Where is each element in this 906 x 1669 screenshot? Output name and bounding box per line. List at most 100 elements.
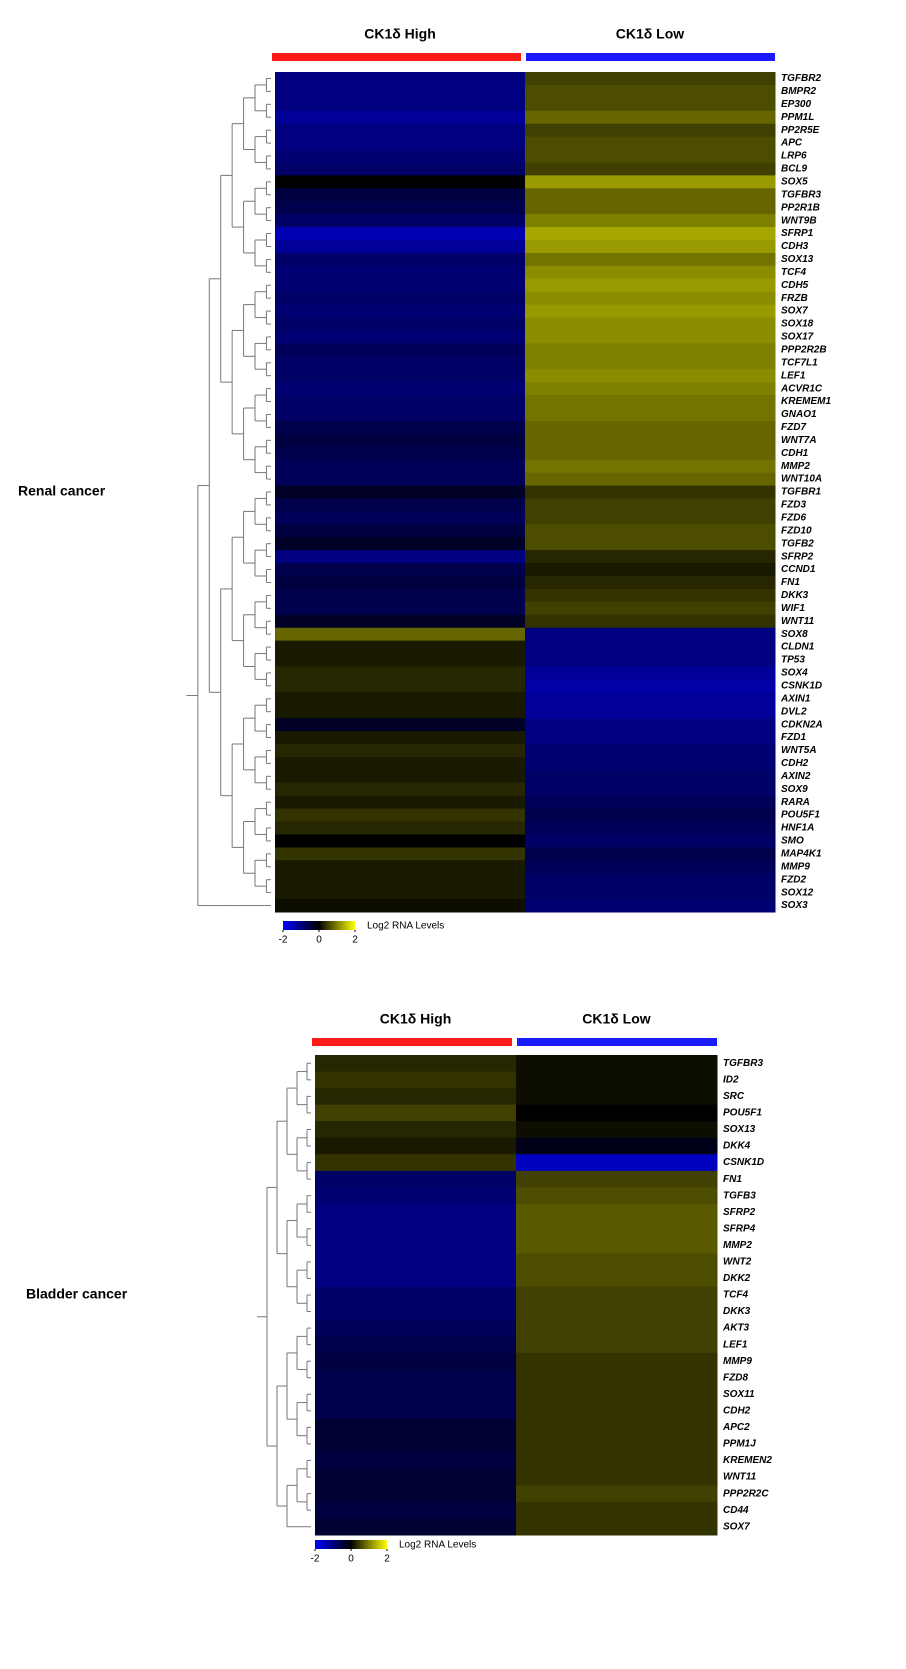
heatmap-cell bbox=[315, 1319, 517, 1337]
heatmap-cell bbox=[315, 1270, 517, 1288]
gene-label: WNT9B bbox=[781, 215, 817, 226]
colorbar-tick-label: 2 bbox=[352, 935, 358, 946]
heatmap-cell bbox=[275, 679, 526, 693]
heatmap-cell bbox=[275, 201, 526, 215]
heatmap-cell bbox=[275, 498, 526, 512]
heatmap-cell bbox=[275, 227, 526, 241]
heatmap-cell bbox=[525, 343, 776, 357]
heatmap-cell bbox=[275, 485, 526, 499]
gene-label: SOX12 bbox=[781, 887, 814, 898]
gene-label: TCF7L1 bbox=[781, 357, 818, 368]
heatmap-cell bbox=[525, 886, 776, 900]
heatmap-cell bbox=[516, 1402, 718, 1420]
heatmap-cell bbox=[525, 162, 776, 176]
heatmap-cell bbox=[516, 1220, 718, 1238]
gene-label: CDH5 bbox=[781, 280, 809, 291]
heatmap-cell bbox=[516, 1253, 718, 1271]
gene-label: ID2 bbox=[723, 1074, 739, 1085]
heatmap-cell bbox=[275, 576, 526, 590]
heatmap-cell bbox=[525, 472, 776, 487]
heatmap-cell bbox=[525, 653, 776, 667]
heatmap-cell bbox=[275, 821, 526, 835]
row-title: Bladder cancer bbox=[26, 1286, 128, 1302]
heatmap-cell bbox=[525, 563, 776, 577]
heatmap-cell bbox=[315, 1402, 517, 1420]
heatmap-cell bbox=[525, 330, 776, 344]
heatmap-cell bbox=[275, 614, 526, 629]
heatmap-cell bbox=[275, 588, 526, 603]
heatmap-cell bbox=[275, 601, 526, 616]
gene-label: SOX9 bbox=[781, 784, 808, 795]
gene-label: EP300 bbox=[781, 99, 811, 110]
gene-label: DKK3 bbox=[723, 1306, 751, 1317]
heatmap-cell bbox=[516, 1121, 718, 1139]
gene-label: MAP4K1 bbox=[781, 848, 822, 859]
heatmap-cell bbox=[275, 873, 526, 887]
heatmap-cell bbox=[525, 731, 776, 745]
heatmap-cell bbox=[525, 782, 776, 797]
heatmap-cell bbox=[315, 1501, 517, 1519]
gene-label: SOX7 bbox=[781, 306, 808, 317]
heatmap-cell bbox=[275, 563, 526, 577]
gene-label: HNF1A bbox=[781, 823, 814, 834]
colorbar-label: Log2 RNA Levels bbox=[367, 921, 444, 932]
heatmap-cell bbox=[315, 1303, 517, 1321]
gene-label: CCND1 bbox=[781, 564, 816, 575]
gene-label: LEF1 bbox=[723, 1339, 748, 1350]
heatmap-cell bbox=[275, 252, 526, 267]
heatmap-cell bbox=[275, 511, 526, 525]
heatmap-cell bbox=[275, 214, 526, 228]
heatmap-cell bbox=[525, 420, 776, 435]
gene-label: TGFBR2 bbox=[781, 73, 821, 84]
gene-label: CD44 bbox=[723, 1505, 749, 1516]
gene-label: FZD2 bbox=[781, 874, 806, 885]
heatmap-cell bbox=[275, 834, 526, 848]
heatmap-cell bbox=[525, 588, 776, 603]
heatmap-cell bbox=[315, 1104, 517, 1122]
gene-label: FN1 bbox=[781, 577, 800, 588]
heatmap-cell bbox=[516, 1369, 718, 1387]
heatmap-cell bbox=[525, 265, 776, 280]
heatmap-cell bbox=[275, 123, 526, 138]
heatmap-cell bbox=[275, 731, 526, 745]
heatmap-cell bbox=[275, 265, 526, 280]
heatmap-cell bbox=[525, 356, 776, 370]
heatmap-cell bbox=[525, 123, 776, 138]
heatmap-cell bbox=[525, 485, 776, 499]
heatmap-cell bbox=[516, 1187, 718, 1205]
heatmap-cell bbox=[315, 1154, 517, 1172]
gene-label: MMP2 bbox=[781, 461, 810, 472]
gene-label: WNT10A bbox=[781, 474, 822, 485]
gene-label: KREMEN2 bbox=[723, 1455, 772, 1466]
heatmap-cell bbox=[275, 756, 526, 771]
gene-label: GNAO1 bbox=[781, 409, 817, 420]
colorbar-tick-label: 0 bbox=[316, 935, 322, 946]
heatmap-cell bbox=[315, 1203, 517, 1222]
heatmap-cell bbox=[525, 511, 776, 525]
heatmap-cell bbox=[516, 1154, 718, 1172]
heatmap-cell bbox=[516, 1452, 718, 1470]
heatmap-cell bbox=[275, 653, 526, 667]
heatmap-cell bbox=[525, 537, 776, 551]
gene-label: DVL2 bbox=[781, 706, 807, 717]
gene-label: DKK3 bbox=[781, 590, 809, 601]
heatmap-cell bbox=[525, 795, 776, 810]
gene-label: DKK4 bbox=[723, 1141, 751, 1152]
heatmap-cell bbox=[525, 860, 776, 874]
heatmap-cell bbox=[275, 860, 526, 874]
heatmap-cell bbox=[275, 382, 526, 396]
gene-label: WNT7A bbox=[781, 435, 817, 446]
heatmap-cell bbox=[525, 175, 776, 189]
heatmap-cell bbox=[275, 278, 526, 293]
gene-label: CDH2 bbox=[781, 758, 809, 769]
heatmap-cell bbox=[275, 524, 526, 538]
heatmap-cell bbox=[275, 291, 526, 306]
heatmap-cell bbox=[525, 705, 776, 719]
heatmap-cell bbox=[525, 847, 776, 861]
gene-label: FZD8 bbox=[723, 1372, 748, 1383]
gene-label: FRZB bbox=[781, 293, 808, 304]
gene-label: MMP2 bbox=[723, 1240, 752, 1251]
heatmap-cell bbox=[516, 1303, 718, 1321]
heatmap-cell bbox=[516, 1104, 718, 1122]
heatmap-cell bbox=[525, 744, 776, 758]
